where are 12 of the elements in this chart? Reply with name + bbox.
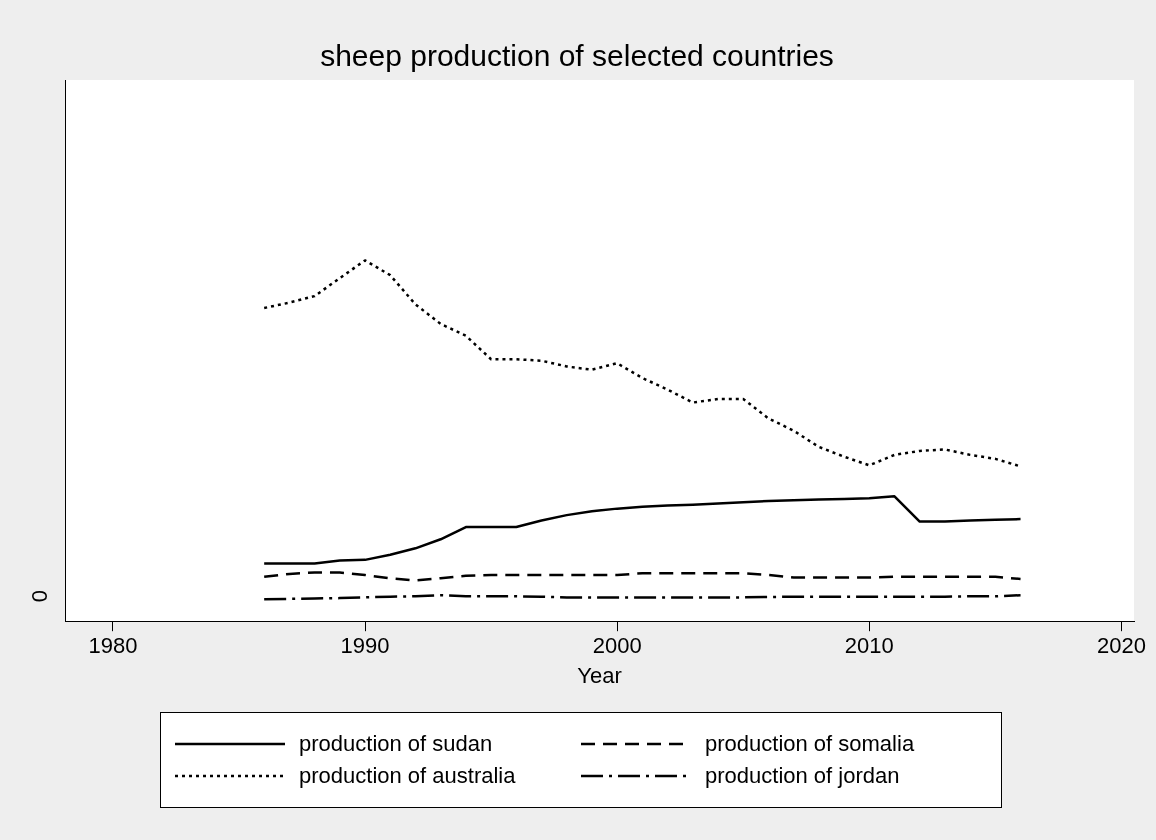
text: 0 [27, 590, 53, 603]
x-tick-label: 2020 [1096, 633, 1146, 659]
legend-label: production of australia [299, 763, 516, 789]
chart-title: sheep production of selected countries [320, 39, 834, 73]
legend-label: production of somalia [705, 731, 915, 757]
legend-label: production of sudan [299, 731, 493, 757]
x-tick-label: 2010 [844, 633, 894, 659]
x-tick-label: 2000 [592, 633, 642, 659]
x-axis-title: Year [577, 662, 622, 688]
x-tick-label: 1990 [340, 633, 390, 659]
x-tick-label: 1980 [88, 633, 138, 659]
legend-label: production of jordan [705, 763, 900, 789]
